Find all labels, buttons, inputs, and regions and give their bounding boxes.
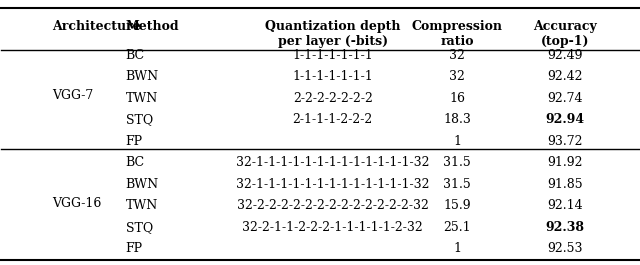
Text: 92.38: 92.38 (546, 221, 585, 234)
Text: 31.5: 31.5 (443, 178, 471, 191)
Text: VGG-7: VGG-7 (52, 89, 93, 102)
Text: 92.14: 92.14 (547, 199, 583, 212)
Text: 1-1-1-1-1-1-1: 1-1-1-1-1-1-1 (292, 49, 373, 62)
Text: 15.9: 15.9 (443, 199, 471, 212)
Text: 32-2-2-2-2-2-2-2-2-2-2-2-2-2-32: 32-2-2-2-2-2-2-2-2-2-2-2-2-2-32 (237, 199, 429, 212)
Text: 2-2-2-2-2-2-2: 2-2-2-2-2-2-2 (293, 92, 372, 105)
Text: BWN: BWN (125, 70, 159, 83)
Text: STQ: STQ (125, 113, 153, 126)
Text: 1-1-1-1-1-1-1: 1-1-1-1-1-1-1 (292, 70, 373, 83)
Text: Quantization depth
per layer (-bits): Quantization depth per layer (-bits) (265, 20, 401, 48)
Text: 1: 1 (453, 135, 461, 148)
Text: 25.1: 25.1 (443, 221, 471, 234)
Text: STQ: STQ (125, 221, 153, 234)
Text: 92.94: 92.94 (546, 113, 585, 126)
Text: 32-2-1-1-2-2-2-1-1-1-1-1-2-32: 32-2-1-1-2-2-2-1-1-1-1-1-2-32 (243, 221, 423, 234)
Text: 92.49: 92.49 (548, 49, 583, 62)
Text: 16: 16 (449, 92, 465, 105)
Text: Compression
ratio: Compression ratio (412, 20, 502, 48)
Text: 1: 1 (453, 242, 461, 255)
Text: BC: BC (125, 49, 145, 62)
Text: Accuracy
(top-1): Accuracy (top-1) (534, 20, 597, 48)
Text: TWN: TWN (125, 199, 158, 212)
Text: 91.92: 91.92 (548, 156, 583, 169)
Text: Method: Method (125, 20, 179, 33)
Text: 2-1-1-1-2-2-2: 2-1-1-1-2-2-2 (292, 113, 373, 126)
Text: 32: 32 (449, 70, 465, 83)
Text: VGG-16: VGG-16 (52, 197, 102, 210)
Text: 91.85: 91.85 (547, 178, 583, 191)
Text: 32-1-1-1-1-1-1-1-1-1-1-1-1-1-32: 32-1-1-1-1-1-1-1-1-1-1-1-1-1-32 (236, 178, 429, 191)
Text: 31.5: 31.5 (443, 156, 471, 169)
Text: 92.42: 92.42 (548, 70, 583, 83)
Text: 32-1-1-1-1-1-1-1-1-1-1-1-1-1-32: 32-1-1-1-1-1-1-1-1-1-1-1-1-1-32 (236, 156, 429, 169)
Text: BWN: BWN (125, 178, 159, 191)
Text: 18.3: 18.3 (443, 113, 471, 126)
Text: 93.72: 93.72 (548, 135, 583, 148)
Text: BC: BC (125, 156, 145, 169)
Text: FP: FP (125, 242, 143, 255)
Text: FP: FP (125, 135, 143, 148)
Text: 32: 32 (449, 49, 465, 62)
Text: 92.74: 92.74 (548, 92, 583, 105)
Text: 92.53: 92.53 (548, 242, 583, 255)
Text: TWN: TWN (125, 92, 158, 105)
Text: Architecture: Architecture (52, 20, 141, 33)
